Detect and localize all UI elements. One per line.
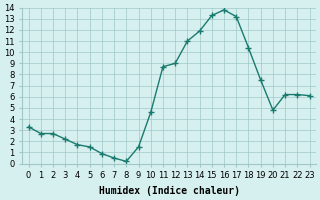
X-axis label: Humidex (Indice chaleur): Humidex (Indice chaleur) [99,186,240,196]
